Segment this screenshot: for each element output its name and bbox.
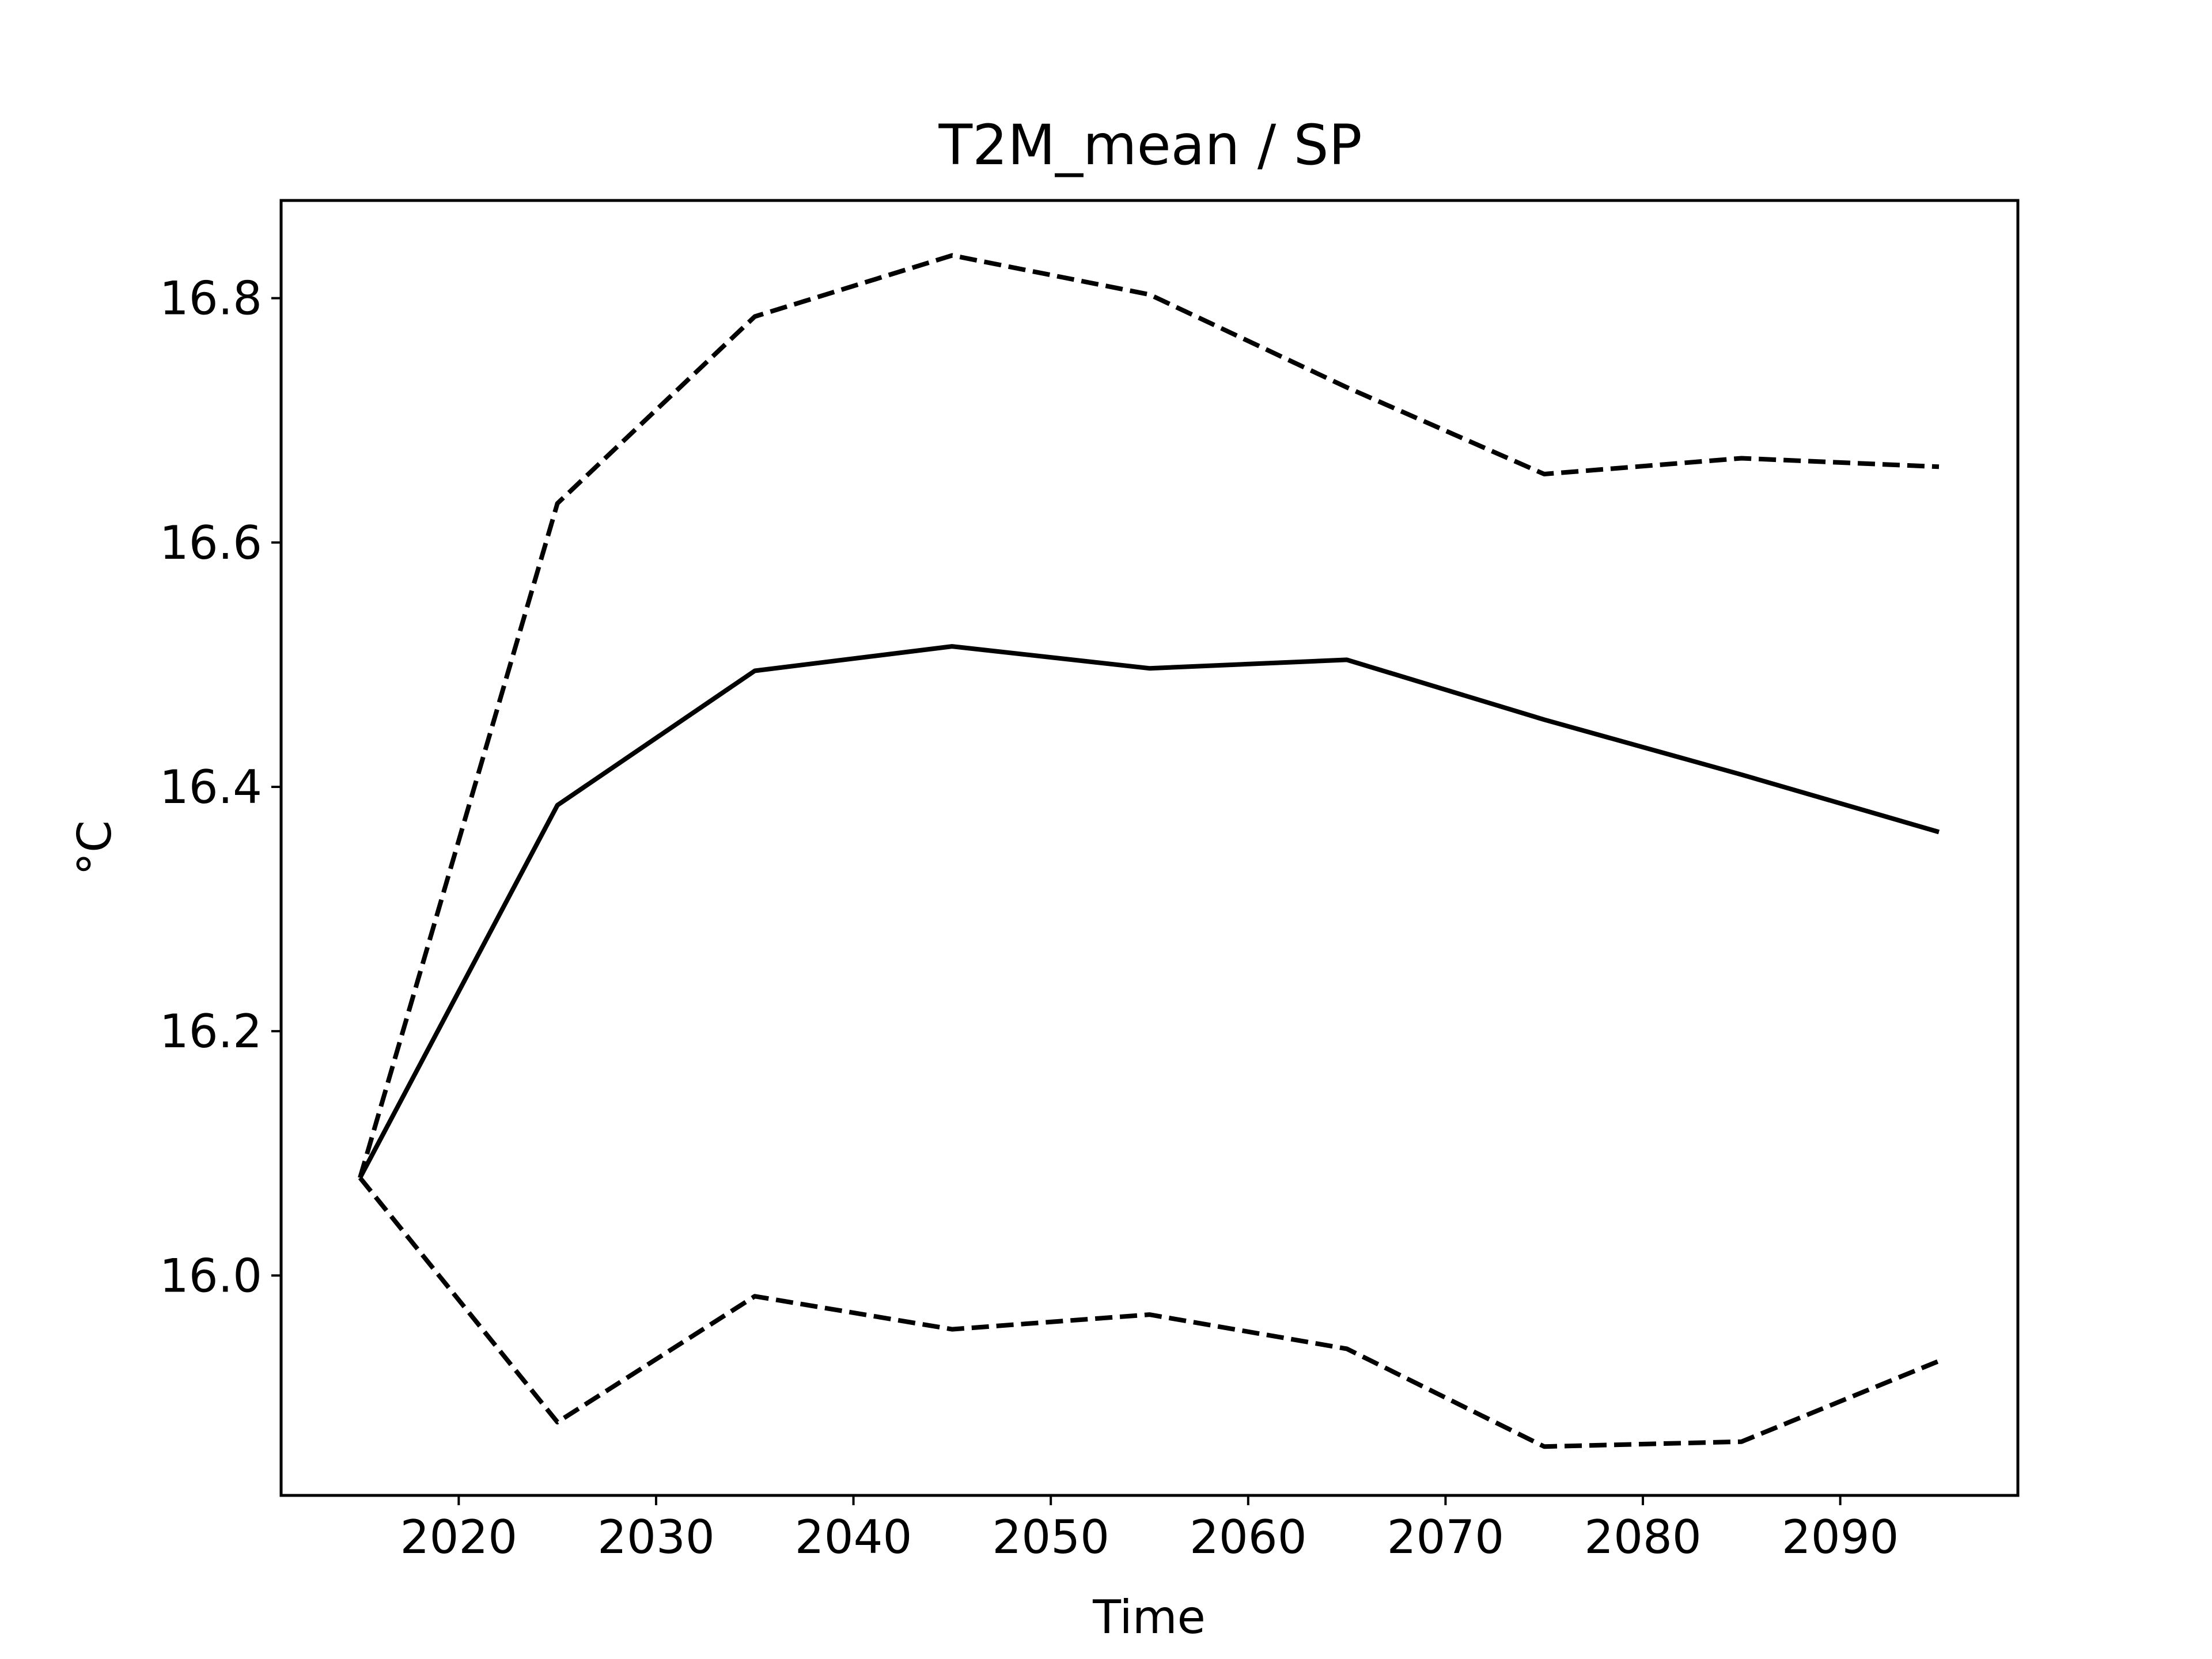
x-tick-label-2030: 2030: [597, 1510, 715, 1564]
x-axis-label: Time: [1092, 1590, 1206, 1644]
plot-frame: [279, 199, 2020, 1497]
y-tick-label-3: 16.6: [160, 516, 262, 570]
x-tick-label-2060: 2060: [1190, 1510, 1307, 1564]
x-tick-label-2090: 2090: [1782, 1510, 1899, 1564]
y-tick-label-1: 16.2: [160, 1005, 262, 1058]
x-axis: 2020 2030 2040 2050 2060 2070 2080 2090: [400, 1495, 1899, 1564]
y-tick-label-4: 16.8: [160, 272, 262, 325]
x-tick-label-2040: 2040: [795, 1510, 912, 1564]
series-line-2-dashed: [358, 253, 1940, 1179]
y-axis-label: °C: [68, 820, 122, 876]
x-tick-label-2020: 2020: [400, 1510, 518, 1564]
y-tick-label-2: 16.4: [160, 760, 262, 814]
series-line-1-solid: [358, 644, 1940, 1179]
x-tick-label-2070: 2070: [1387, 1510, 1505, 1564]
series-layer: [358, 253, 1940, 1449]
y-axis: 16.0 16.2 16.4 16.6 16.8: [160, 272, 281, 1302]
series-line-3-dashed: [358, 1176, 1940, 1449]
x-tick-label-2050: 2050: [992, 1510, 1109, 1564]
chart-title: T2M_mean / SP: [938, 113, 1362, 177]
y-tick-label-0: 16.0: [160, 1249, 262, 1302]
x-tick-label-2080: 2080: [1584, 1510, 1702, 1564]
